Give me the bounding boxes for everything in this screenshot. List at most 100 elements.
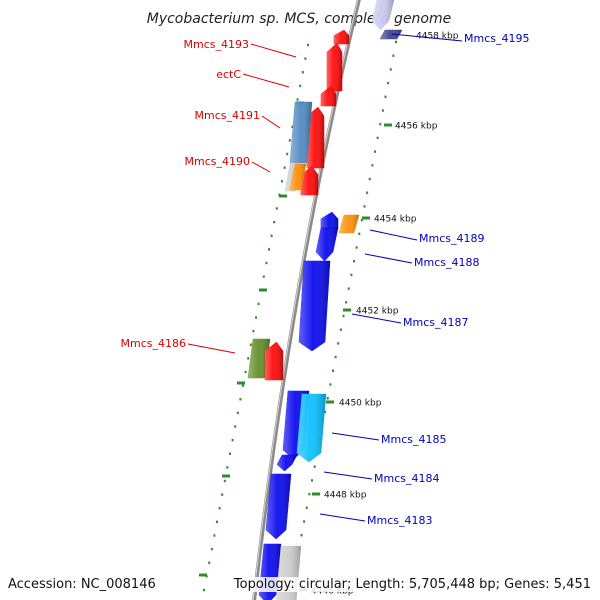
major-tick [343, 308, 351, 312]
major-tick [279, 194, 287, 198]
tick-dot-left [210, 547, 213, 551]
gene-feature-shading [290, 102, 312, 163]
tick-dot-right [332, 369, 334, 372]
gene-label-right: Mmcs_4188 [414, 256, 479, 269]
gene-label-left: ectC [216, 68, 241, 81]
major-tick [259, 288, 267, 292]
major-tick [199, 573, 207, 577]
tick-dot-left [223, 479, 226, 483]
leader-line [323, 471, 373, 480]
tick-dot-left [286, 152, 289, 156]
tick-dot-left [275, 207, 278, 210]
major-tick [237, 381, 245, 385]
tick-dot-right [303, 520, 306, 523]
gene-feature-shading [290, 164, 306, 190]
tick-dot-right [311, 479, 313, 482]
tick-dot-right [366, 191, 369, 194]
gene-feature-shading [297, 394, 326, 462]
genome-title: Mycobacterium sp. MCS, complete genome [147, 11, 452, 27]
tick-dot-left [203, 588, 205, 592]
tick-dot-left [262, 275, 265, 278]
tick-dot-right [355, 246, 358, 249]
tick-dot-left [221, 493, 224, 496]
major-tick [384, 123, 392, 127]
gene-feature-shading [321, 86, 336, 106]
tick-dot-left [268, 248, 270, 251]
leader-line [242, 73, 290, 88]
gene-label-right: Mmcs_4185 [381, 433, 446, 446]
leader-line [250, 43, 297, 58]
major-tick [312, 492, 320, 496]
tick-dot-left [307, 43, 309, 47]
tick-dot-right [392, 54, 395, 57]
tick-dot-left [265, 261, 268, 265]
tick-dot-right [389, 68, 392, 71]
tick-dot-left [244, 370, 247, 374]
tick-dot-right [308, 492, 311, 496]
tick-dot-right [300, 534, 303, 537]
tick-dot-left [296, 98, 299, 101]
gene-label-right: Mmcs_4187 [403, 316, 468, 329]
tick-dot-left [213, 534, 216, 537]
tick-dot-left [249, 343, 252, 346]
scale-label: 4458 kbp [416, 32, 459, 42]
tick-dot-right [387, 81, 390, 85]
gene-feature-shading [248, 339, 270, 378]
tick-dot-left [218, 507, 221, 510]
tick-dot-right [305, 506, 308, 509]
tick-dot-right [345, 301, 348, 304]
major-tick [222, 474, 230, 478]
tick-dot-left [229, 452, 231, 455]
gene-label-right: Mmcs_4195 [464, 32, 529, 45]
tick-dot-left [239, 398, 242, 401]
tick-dot-right [347, 287, 350, 290]
tick-dot-left [281, 180, 283, 183]
gene-feature-shading [380, 30, 402, 39]
tick-dot-left [273, 220, 276, 224]
major-tick [326, 400, 334, 404]
tick-dot-right [339, 328, 342, 331]
tick-dot-right [379, 123, 382, 126]
tick-dot-right [358, 232, 361, 235]
gene-label-right: Mmcs_4189 [419, 232, 484, 245]
tick-dot-left [299, 84, 302, 88]
tick-dot-left [304, 57, 307, 60]
tick-dot-right [374, 150, 376, 153]
gene-feature-shading [265, 342, 283, 380]
scale-label: 4450 kbp [339, 399, 382, 409]
gene-label-left: Mmcs_4191 [195, 109, 260, 122]
tick-dot-left [216, 520, 218, 524]
tick-dot-left [234, 425, 237, 428]
tick-dot-right [371, 164, 374, 167]
scale-label: 4448 kbp [324, 491, 367, 501]
tick-dot-right [329, 383, 332, 386]
tick-dot-right [395, 40, 397, 44]
gene-feature-shading [321, 212, 338, 229]
gene-label-right: Mmcs_4183 [367, 514, 432, 527]
tick-dot-right [313, 465, 316, 468]
tick-dot-left [226, 466, 229, 469]
tick-dot-right [334, 355, 337, 359]
leader-line [364, 253, 413, 264]
tick-dot-right [326, 397, 329, 400]
tick-dot-left [301, 71, 304, 74]
gene-feature-shading [334, 30, 349, 44]
gene-feature-shading [372, 0, 394, 30]
tick-dot-left [270, 234, 273, 237]
gene-feature-shading [301, 166, 318, 195]
scale-ticks: 4458 kbp 4456 kbp 4454 kbp 4452 kbp 4450 kbp… [199, 32, 459, 597]
tick-dot-right [360, 218, 363, 222]
tick-dot-right [353, 260, 355, 263]
tick-dot-right [368, 177, 371, 181]
topology-text: Topology: circular; Length: 5,705,448 bp… [233, 577, 591, 592]
tick-dot-left [208, 561, 211, 564]
leader-line [187, 343, 236, 354]
tick-dot-left [242, 384, 244, 387]
gene-label-left: Mmcs_4186 [121, 337, 186, 350]
major-tick [362, 216, 370, 220]
accession-text: Accession: NC_008146 [8, 577, 156, 592]
gene-feature-shading [277, 455, 297, 471]
tick-dot-right [381, 109, 384, 112]
tick-dot-right [324, 410, 327, 414]
